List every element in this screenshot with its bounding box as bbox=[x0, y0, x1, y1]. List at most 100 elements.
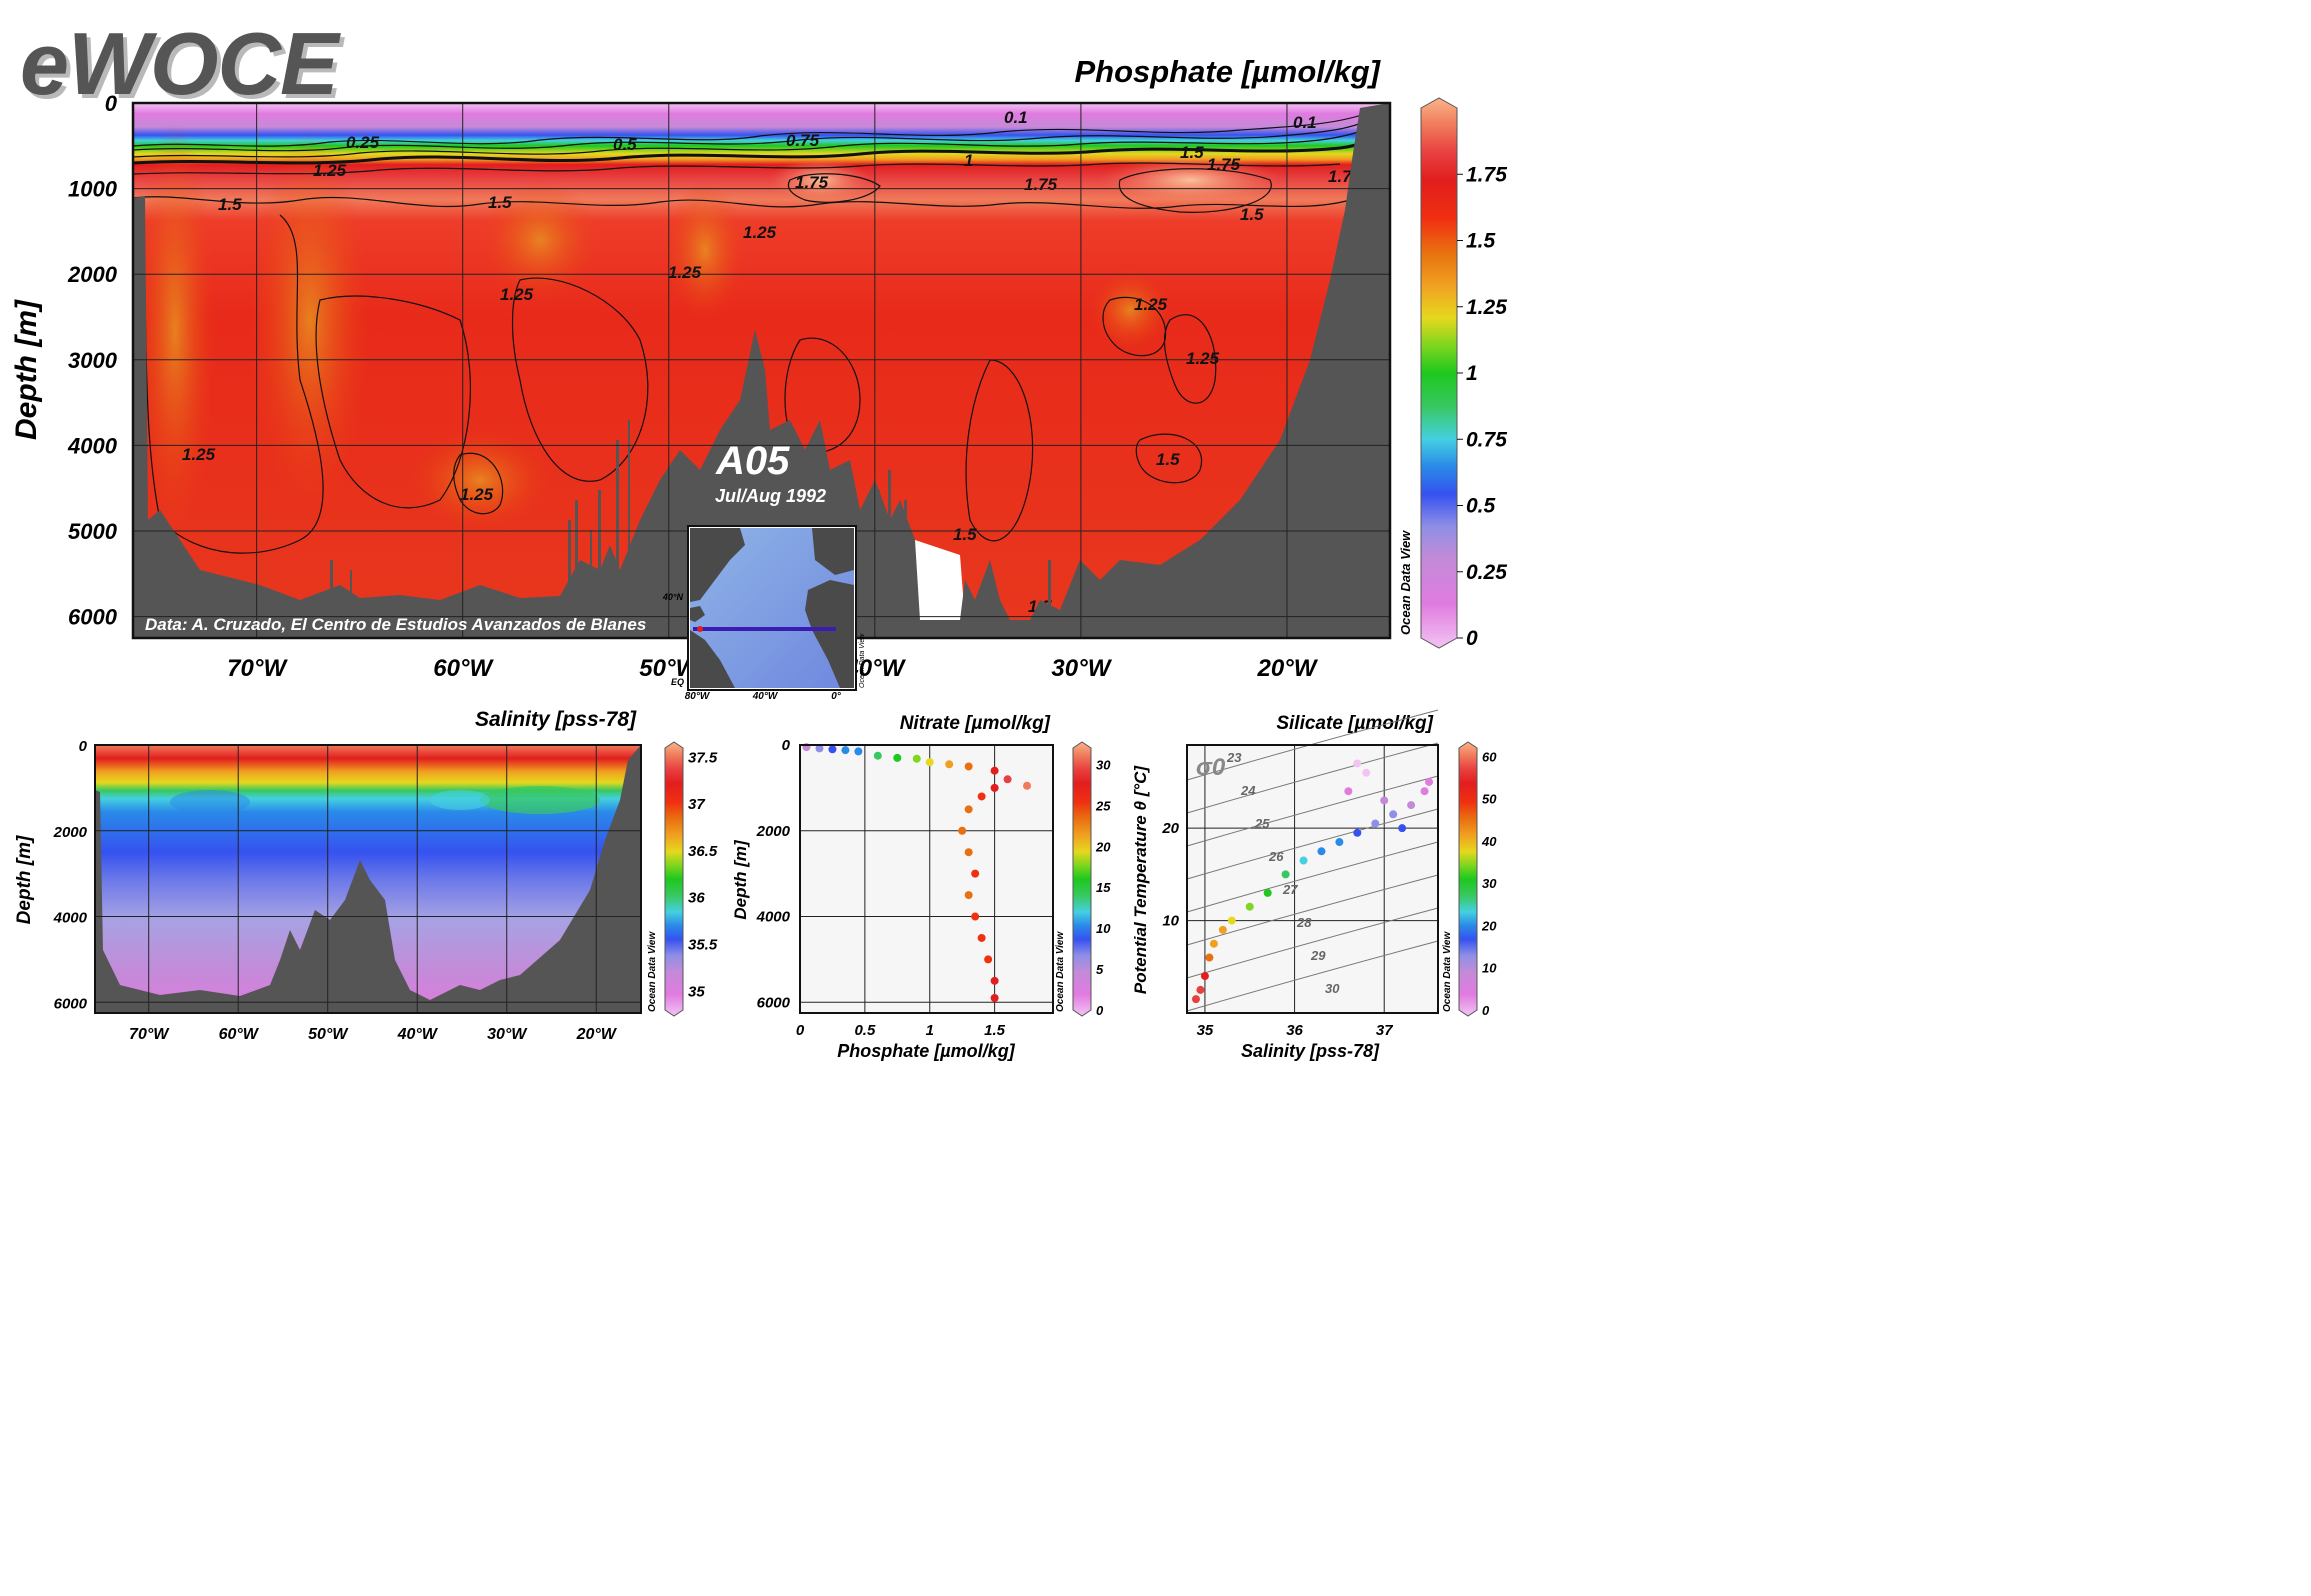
colorbar-label: 36 bbox=[688, 890, 705, 907]
contour-label: 1.5 bbox=[1240, 205, 1264, 224]
isopycnal-line bbox=[1186, 907, 1439, 979]
isopycnal-label: 24 bbox=[1240, 783, 1256, 798]
y-tick-label: 1000 bbox=[68, 177, 118, 202]
isopycnal-label: 23 bbox=[1226, 750, 1242, 765]
contour-label: 1.25 bbox=[460, 485, 494, 504]
data-point bbox=[1380, 796, 1389, 805]
data-point bbox=[1353, 759, 1362, 768]
y-tick-label: 6000 bbox=[68, 605, 118, 630]
odv-watermark: Ocean Data View bbox=[1055, 931, 1066, 1012]
data-point bbox=[945, 760, 954, 769]
colorbar-label: 0 bbox=[1466, 627, 1478, 650]
seamounts bbox=[330, 360, 1051, 620]
y-tick-label: 20 bbox=[1161, 820, 1179, 837]
data-point bbox=[1245, 902, 1254, 911]
data-point bbox=[958, 826, 967, 835]
y-tick-label: 4000 bbox=[756, 909, 791, 926]
data-point bbox=[1023, 781, 1032, 790]
x-tick-label: 20°W bbox=[1256, 655, 1318, 682]
y-tick-label: 10 bbox=[1162, 913, 1179, 930]
y-tick-label: 6000 bbox=[54, 995, 88, 1012]
colorbar-label: 10 bbox=[1096, 921, 1111, 936]
europe-land bbox=[812, 528, 854, 575]
north-america-land bbox=[690, 528, 745, 602]
colorbar-label: 1.25 bbox=[1466, 296, 1507, 319]
isopycnal-label: 30 bbox=[1325, 981, 1340, 996]
odv-watermark: Ocean Data View bbox=[647, 931, 658, 1012]
y-tick-label: 5000 bbox=[68, 519, 118, 544]
inset-lon-label: 0° bbox=[831, 691, 842, 702]
x-tick-label: 36 bbox=[1286, 1022, 1303, 1039]
y-tick-label: 4000 bbox=[67, 433, 118, 458]
salinity-title: Salinity [pss-78] bbox=[475, 708, 637, 731]
isopycnal-line bbox=[1186, 775, 1439, 847]
data-point bbox=[1196, 985, 1205, 994]
data-point bbox=[977, 933, 986, 942]
y-tick-label: 2000 bbox=[756, 823, 791, 840]
data-point bbox=[964, 848, 973, 857]
silicate-ts-panel: Silicate [µmol/kg] 23 24 25 26 27 28 29 30 σ0 P… bbox=[1131, 709, 1497, 1061]
cruise-label: A05 bbox=[715, 439, 790, 483]
silicate-colorbar: 60 50 40 30 20 10 0 Ocean Data View bbox=[1442, 741, 1497, 1018]
contour-label: 0.1 bbox=[1293, 113, 1317, 132]
data-point bbox=[828, 745, 837, 754]
isopycnal-label: 25 bbox=[1254, 816, 1270, 831]
colorbar-label: 0.25 bbox=[1466, 561, 1507, 584]
data-point bbox=[1425, 777, 1434, 786]
salinity-bathymetry bbox=[95, 745, 641, 1013]
isopycnal-line bbox=[1186, 808, 1439, 880]
salinity-plot-frame bbox=[94, 744, 642, 1014]
colorbar-label: 36.5 bbox=[688, 843, 718, 860]
data-point bbox=[964, 891, 973, 900]
colorbar-label: 50 bbox=[1482, 792, 1497, 807]
data-point bbox=[1371, 819, 1380, 828]
inset-lon-label: 80°W bbox=[685, 691, 711, 702]
contour-label: 1.5 bbox=[1180, 143, 1204, 162]
data-point bbox=[990, 976, 999, 985]
y-tick-label: 2000 bbox=[67, 262, 118, 287]
nitrate-colorbar: 30 25 20 15 10 5 0 Ocean Data View bbox=[1055, 741, 1111, 1018]
data-point bbox=[1335, 838, 1344, 847]
data-point bbox=[925, 758, 934, 767]
nitrate-points bbox=[802, 743, 1032, 1002]
x-tick-label: 35 bbox=[1197, 1022, 1214, 1039]
isopycnal-label: 26 bbox=[1268, 849, 1284, 864]
x-tick-label: 40°W bbox=[397, 1026, 439, 1043]
salinity-section-panel: Salinity [pss-78] Depth [m] 0 2000 4000 600… bbox=[14, 708, 718, 1043]
colorbar-label: 20 bbox=[1095, 839, 1111, 854]
odv-watermark: Ocean Data View bbox=[1398, 530, 1413, 635]
inset-lat-label: EQ bbox=[671, 677, 684, 687]
colorbar-label: 30 bbox=[1096, 757, 1111, 772]
x-tick-label: 60°W bbox=[219, 1026, 260, 1043]
data-point bbox=[1299, 856, 1308, 865]
contour-label: 1.25 bbox=[668, 263, 702, 282]
isopycnal-label: 27 bbox=[1282, 882, 1298, 897]
no-data-area bbox=[915, 540, 965, 620]
isopycnal-line bbox=[1186, 874, 1439, 946]
contour-label: 1.75 bbox=[795, 173, 829, 192]
y-tick-label: 6000 bbox=[757, 994, 791, 1011]
data-point bbox=[1191, 995, 1200, 1004]
isopycnal-lines bbox=[1186, 709, 1439, 1012]
data-point bbox=[815, 744, 824, 753]
isopycnal-label: 28 bbox=[1296, 915, 1312, 930]
isopycnal-label: 29 bbox=[1310, 948, 1326, 963]
data-point bbox=[1263, 888, 1272, 897]
colorbar-label: 0 bbox=[1096, 1003, 1104, 1018]
colorbar-label: 30 bbox=[1482, 876, 1497, 891]
x-tick-label: 20°W bbox=[576, 1026, 618, 1043]
x-tick-label: 0 bbox=[796, 1022, 805, 1039]
data-point bbox=[873, 751, 882, 760]
nitrate-scatter-panel: Nitrate [µmol/kg] Depth [m] Phosphate [µ… bbox=[731, 713, 1111, 1061]
x-tick-label: 70°W bbox=[227, 655, 288, 682]
contour-label: 1.25 bbox=[182, 445, 216, 464]
data-point bbox=[1281, 870, 1290, 879]
data-point bbox=[1218, 925, 1227, 934]
nitrate-x-label: Phosphate [µmol/kg] bbox=[837, 1041, 1015, 1061]
data-point bbox=[990, 993, 999, 1002]
data-point bbox=[1209, 939, 1218, 948]
contour-label: 1.25 bbox=[500, 285, 534, 304]
silicate-plot-frame bbox=[1186, 744, 1439, 1014]
data-point bbox=[990, 766, 999, 775]
